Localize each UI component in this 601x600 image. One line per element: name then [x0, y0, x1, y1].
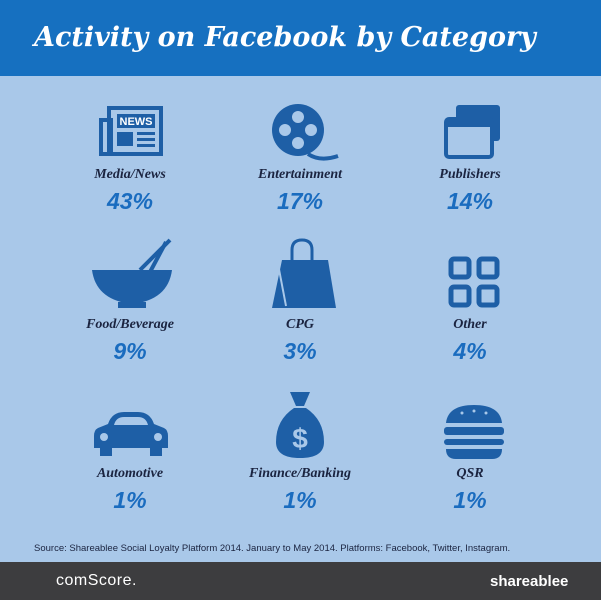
category-label: Publishers: [439, 167, 501, 182]
category-label: Automotive: [96, 466, 164, 481]
publishers-icon: [444, 105, 500, 159]
category-label: Food/Beverage: [86, 317, 174, 332]
footer-brand: comScore.: [56, 572, 137, 589]
category-value: 17%: [276, 188, 324, 214]
category-value: 9%: [113, 338, 147, 364]
category-value: 43%: [106, 188, 154, 214]
category-value: 14%: [446, 188, 494, 214]
money-icon: $: [276, 392, 324, 458]
category-value: 1%: [453, 487, 487, 513]
category-label: Entertainment: [257, 167, 343, 182]
bag-icon: [272, 238, 336, 308]
category-value: 4%: [453, 338, 487, 364]
news-icon: NEWS: [99, 106, 163, 156]
category-label: CPG: [286, 317, 314, 332]
footer-brand: shareablee: [490, 573, 569, 590]
car-icon: [94, 412, 168, 456]
other-icon: [448, 256, 500, 308]
bowl-icon: [92, 238, 172, 308]
svg-text:$: $: [292, 423, 308, 454]
category-label: Other: [453, 317, 487, 332]
category-value: 1%: [283, 487, 317, 513]
footer-band: comScore. shareablee: [0, 562, 601, 600]
category-label: QSR: [456, 466, 484, 481]
category-value: 3%: [283, 338, 317, 364]
header-band: [0, 0, 601, 76]
burger-icon: [444, 405, 504, 459]
title: Activity on Facebook by Category: [34, 22, 536, 53]
film-icon: [272, 104, 339, 161]
category-value: 1%: [113, 487, 147, 513]
svg-text:NEWS: NEWS: [120, 116, 153, 128]
category-label: Media/News: [94, 167, 166, 182]
source-note: Source: Shareablee Social Loyalty Platfo…: [34, 543, 511, 554]
category-label: Finance/Banking: [249, 466, 351, 481]
